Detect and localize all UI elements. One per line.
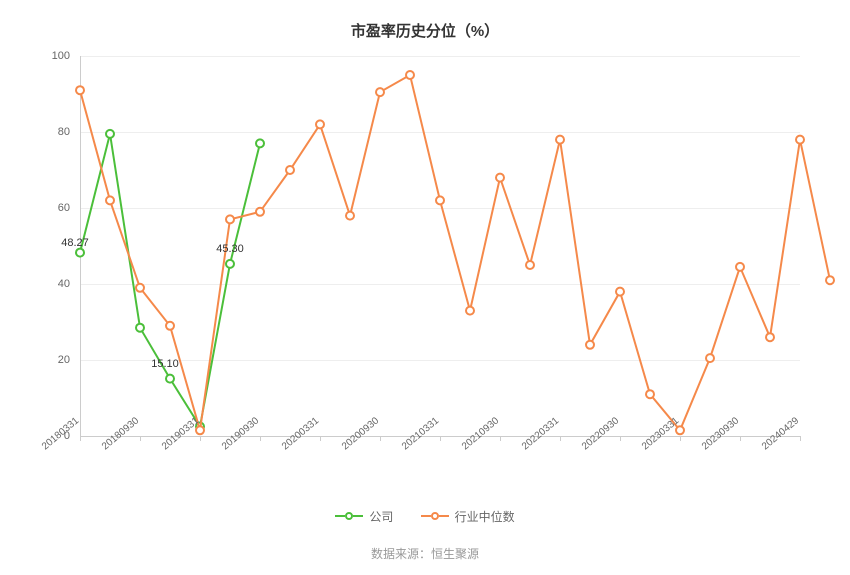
x-tick-mark	[80, 436, 81, 441]
x-tick-mark	[500, 436, 501, 441]
series-marker	[286, 166, 294, 174]
series-marker	[796, 136, 804, 144]
x-tick-mark	[200, 436, 201, 441]
x-tick-mark	[560, 436, 561, 441]
y-tick-label: 80	[58, 126, 70, 138]
data-label: 15.10	[151, 358, 179, 370]
series-marker	[316, 120, 324, 128]
series-marker	[406, 71, 414, 79]
series-marker	[256, 208, 264, 216]
x-tick-mark	[620, 436, 621, 441]
legend-item-industry[interactable]: 行业中位数	[421, 508, 515, 525]
series-marker	[226, 215, 234, 223]
series-marker	[106, 130, 114, 138]
x-tick-mark	[740, 436, 741, 441]
series-marker	[136, 284, 144, 292]
series-marker	[766, 333, 774, 341]
x-tick-mark	[380, 436, 381, 441]
y-tick-label: 100	[52, 50, 70, 62]
data-source: 数据来源：恒生聚源	[30, 545, 820, 562]
series-marker	[826, 276, 834, 284]
legend: 公司 行业中位数	[30, 506, 820, 525]
line-chart-svg	[80, 56, 800, 436]
x-axis: 2018033120180930201903312019093020200331…	[80, 436, 800, 486]
legend-item-company[interactable]: 公司	[335, 508, 393, 525]
series-marker	[76, 86, 84, 94]
y-tick-label: 40	[58, 278, 70, 290]
series-marker	[496, 174, 504, 182]
series-marker	[346, 212, 354, 220]
series-marker	[646, 390, 654, 398]
x-tick-mark	[440, 436, 441, 441]
plot-area: 020406080100 201803312018093020190331201…	[80, 56, 800, 436]
series-marker	[736, 263, 744, 271]
series-marker	[526, 261, 534, 269]
series-marker	[256, 139, 264, 147]
chart-container: 市盈率历史分位（%） 020406080100 2018033120180930…	[0, 0, 850, 575]
y-tick-label: 60	[58, 202, 70, 214]
series-marker	[556, 136, 564, 144]
x-tick-mark	[140, 436, 141, 441]
series-marker	[136, 324, 144, 332]
x-tick-mark	[320, 436, 321, 441]
series-marker	[706, 354, 714, 362]
series-marker	[226, 260, 234, 268]
data-label: 48.27	[61, 237, 89, 249]
legend-marker-industry	[421, 512, 449, 520]
series-marker	[196, 426, 204, 434]
series-marker	[676, 426, 684, 434]
series-marker	[616, 288, 624, 296]
series-marker	[376, 88, 384, 96]
series-marker	[166, 322, 174, 330]
series-marker	[586, 341, 594, 349]
series-line	[80, 75, 830, 430]
x-tick-mark	[680, 436, 681, 441]
series-marker	[436, 196, 444, 204]
legend-marker-company	[335, 512, 363, 520]
series-marker	[466, 307, 474, 315]
legend-label-company: 公司	[369, 508, 393, 525]
chart-title: 市盈率历史分位（%）	[30, 20, 820, 41]
x-tick-mark	[260, 436, 261, 441]
legend-label-industry: 行业中位数	[455, 508, 515, 525]
series-marker	[106, 196, 114, 204]
series-marker	[166, 375, 174, 383]
x-tick-mark	[800, 436, 801, 441]
series-marker	[76, 249, 84, 257]
data-label: 45.30	[216, 243, 244, 255]
y-tick-label: 20	[58, 354, 70, 366]
